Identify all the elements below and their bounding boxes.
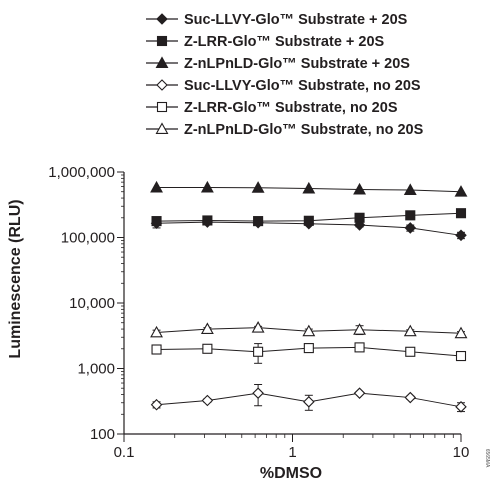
y-tick-label: 100 bbox=[90, 426, 115, 443]
legend-marker bbox=[156, 79, 168, 91]
legend-label: Z-LRR-Glo™ Substrate, no 20S bbox=[184, 100, 398, 116]
y-tick-label: 10,000 bbox=[69, 295, 115, 312]
data-point bbox=[354, 342, 365, 353]
data-point bbox=[403, 324, 417, 337]
series-3 bbox=[150, 180, 468, 197]
data-point bbox=[404, 222, 417, 234]
legend-label: Suc-LLVY-Glo™ Substrate + 20S bbox=[184, 12, 408, 28]
data-point bbox=[151, 344, 162, 355]
legend-entry-5: Z-LRR-Glo™ Substrate, no 20S bbox=[146, 100, 398, 116]
data-point bbox=[200, 322, 214, 335]
series-6 bbox=[150, 321, 468, 339]
data-point bbox=[150, 180, 163, 193]
data-point bbox=[302, 324, 316, 337]
data-point bbox=[354, 212, 365, 223]
legend: Suc-LLVY-Glo™ Substrate + 20S Z-LRR-Glo™ … bbox=[146, 12, 424, 138]
plot-area bbox=[150, 180, 468, 413]
legend-marker bbox=[155, 56, 169, 68]
legend-marker bbox=[156, 13, 168, 25]
data-point bbox=[303, 215, 314, 226]
data-point bbox=[405, 346, 416, 357]
legend-entry-3: Z-nLPnLD-Glo™ Substrate + 20S bbox=[146, 56, 410, 72]
data-point bbox=[303, 396, 315, 408]
legend-marker bbox=[156, 35, 168, 47]
data-point bbox=[353, 182, 366, 195]
legend-entry-4: Suc-LLVY-Glo™ Substrate, no 20S bbox=[146, 78, 421, 94]
legend-entry-6: Z-nLPnLD-Glo™ Substrate, no 20S bbox=[146, 122, 424, 138]
data-point bbox=[455, 350, 467, 362]
legend-label: Z-nLPnLD-Glo™ Substrate + 20S bbox=[184, 56, 410, 72]
data-point bbox=[202, 215, 213, 226]
series-5 bbox=[151, 342, 467, 364]
data-point bbox=[454, 326, 468, 339]
legend-entry-2: Z-LRR-Glo™ Substrate + 20S bbox=[146, 34, 385, 50]
data-point bbox=[201, 394, 214, 407]
x-axis-title: %DMSO bbox=[260, 465, 322, 482]
y-axis-title: Luminescence (RLU) bbox=[7, 199, 24, 358]
data-point bbox=[455, 401, 467, 413]
data-point bbox=[251, 321, 265, 333]
data-point bbox=[454, 185, 468, 197]
data-point bbox=[302, 181, 316, 194]
data-point bbox=[202, 343, 213, 354]
x-tick-label: 0.1 bbox=[114, 444, 135, 461]
data-point bbox=[353, 323, 366, 335]
legend-marker bbox=[156, 101, 168, 113]
data-point bbox=[405, 210, 416, 221]
data-point bbox=[251, 181, 265, 193]
data-point bbox=[404, 391, 417, 404]
data-point bbox=[455, 229, 467, 242]
y-tick-label: 1,000 bbox=[77, 361, 115, 378]
legend-entry-1: Suc-LLVY-Glo™ Substrate + 20S bbox=[146, 12, 408, 28]
data-point bbox=[253, 216, 264, 227]
x-tick-label: 10 bbox=[453, 444, 470, 461]
series-4 bbox=[150, 383, 467, 413]
y-tick-label: 1,000,000 bbox=[48, 164, 115, 181]
axes: 100 1,000 10,000 100,000 1,000,000 0.1 1 10 bbox=[48, 164, 469, 461]
series-2 bbox=[151, 208, 467, 227]
legend-label: Suc-LLVY-Glo™ Substrate, no 20S bbox=[184, 78, 421, 94]
data-point bbox=[200, 180, 214, 193]
data-point bbox=[455, 208, 467, 219]
data-point bbox=[403, 183, 417, 196]
x-tick-label: 1 bbox=[288, 444, 296, 461]
data-point bbox=[303, 343, 314, 354]
legend-marker bbox=[155, 122, 169, 134]
data-point bbox=[353, 387, 366, 399]
legend-label: Z-LRR-Glo™ Substrate + 20S bbox=[184, 34, 385, 50]
y-tick-label: 100,000 bbox=[61, 230, 115, 247]
data-point bbox=[252, 387, 264, 399]
figure-code: 6565MA bbox=[484, 449, 490, 468]
data-point bbox=[150, 325, 163, 338]
data-point bbox=[253, 346, 264, 357]
data-point bbox=[151, 216, 162, 227]
legend-label: Z-nLPnLD-Glo™ Substrate, no 20S bbox=[184, 122, 424, 138]
data-point bbox=[150, 398, 163, 411]
